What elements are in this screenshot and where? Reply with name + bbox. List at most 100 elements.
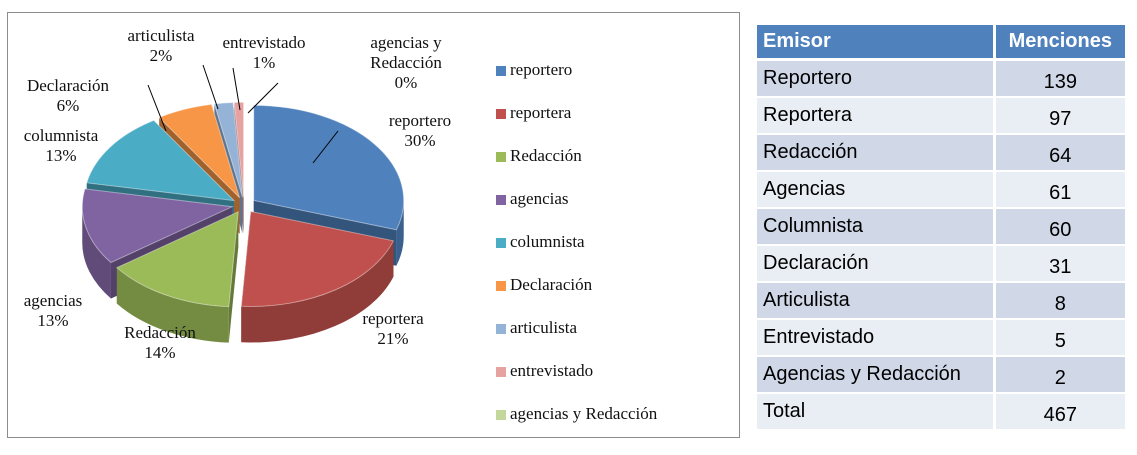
data-label-value: 13% (45, 146, 77, 165)
slice-wall-shade (228, 211, 239, 343)
data-label-name: Redacción (124, 323, 196, 342)
slice (115, 211, 239, 308)
table-cell: Redacción (757, 135, 993, 172)
legend-label: Redacción (510, 146, 582, 165)
legend-label: articulista (510, 318, 577, 337)
data-label: entrevistado 1% (194, 33, 334, 73)
chart: reportero reportera Redacción agencias colum… (7, 12, 740, 438)
data-label-name: entrevistado (222, 33, 306, 52)
data-label-value: 6% (56, 96, 80, 115)
table-cell: 5 (995, 320, 1125, 357)
slice-side (396, 200, 404, 266)
slice (81, 188, 235, 264)
table-cell: 64 (995, 135, 1125, 172)
slice-wall (228, 211, 239, 343)
legend-label: Declaración (510, 275, 593, 294)
table-row: Agencias 61 (757, 172, 1125, 209)
data-label: reportero 30% (350, 111, 490, 151)
data-label: articulista 2% (91, 26, 231, 66)
table-container: Emisor Menciones Reportero 139 Reportera 97 Re… (757, 25, 1131, 455)
legend-swatch (496, 195, 506, 205)
leader-line (202, 64, 219, 110)
legend-label: columnista (510, 232, 585, 251)
table-cell: 2 (995, 357, 1125, 394)
table-header-row: Emisor Menciones (757, 25, 1125, 61)
table-row: Columnista 60 (757, 209, 1125, 246)
legend-swatch (496, 152, 506, 162)
legend-swatch (496, 410, 506, 420)
data-label-value: 2% (149, 46, 173, 65)
legend-label: agencias y Redacción (510, 404, 658, 423)
legend-swatch (496, 324, 506, 334)
data-label-name: reportera (362, 309, 424, 328)
data-label-name: agencias (23, 291, 83, 310)
table-cell: 8 (995, 283, 1125, 320)
data-label: agencias y Redacción 0% (356, 33, 456, 93)
data-label-value: 13% (37, 311, 69, 330)
data-label-value: 21% (377, 329, 409, 348)
legend-swatch (496, 109, 506, 119)
slice-side-shade (82, 206, 111, 299)
slice-side (82, 206, 111, 299)
legend-swatch (496, 367, 506, 377)
table-row: Reportero 139 (757, 61, 1125, 98)
leader-line (147, 84, 167, 132)
table-cell: Agencias y Redacción (757, 357, 993, 394)
data-label-name: agencias y Redacción (370, 33, 442, 72)
pie-chart: reportero reportera Redacción agencias colum… (81, 60, 658, 423)
legend-label: reportera (510, 103, 572, 122)
data-label: columnista 13% (0, 126, 131, 166)
slice (240, 210, 395, 307)
legend-label: agencias (510, 189, 569, 208)
legend-swatch (496, 281, 506, 291)
table-cell: Declaración (757, 246, 993, 283)
leader-line (232, 67, 241, 111)
data-label: reportera 21% (323, 309, 463, 349)
table-header-cell: Emisor (757, 25, 993, 61)
slice (86, 119, 236, 202)
data-label-value: 0% (394, 73, 418, 92)
slice-side (116, 267, 229, 343)
table-row: Reportera 97 (757, 98, 1125, 135)
leader-line (312, 130, 339, 164)
data-label-value: 1% (252, 53, 276, 72)
data-label-name: Declaración (26, 76, 110, 95)
data-label: Redacción 14% (90, 323, 230, 363)
table-row: Articulista 8 (757, 283, 1125, 320)
table-row: Total 467 (757, 394, 1125, 431)
table: Emisor Menciones Reportero 139 Reportera 97 Re… (757, 25, 1128, 431)
table-row: Agencias y Redacción 2 (757, 357, 1125, 394)
table-cell: 97 (995, 98, 1125, 135)
table-header-cell: Menciones (995, 25, 1125, 61)
table-cell: Reportera (757, 98, 993, 135)
data-label-name: articulista (127, 26, 195, 45)
slice (158, 103, 241, 199)
data-label: Declaración 6% (0, 76, 138, 116)
data-label-value: 30% (404, 131, 436, 150)
table-cell: Agencias (757, 172, 993, 209)
legend-label: reportero (510, 60, 572, 79)
table-cell: Entrevistado (757, 320, 993, 357)
data-label-name: reportero (388, 111, 452, 130)
legend-swatch (496, 66, 506, 76)
table-row: Declaración 31 (757, 246, 1125, 283)
data-label-name: columnista (23, 126, 99, 145)
leader-line (247, 82, 279, 114)
table-cell: 467 (995, 394, 1125, 431)
table-cell: 139 (995, 61, 1125, 98)
slice-side-shade (116, 267, 229, 343)
slice (253, 104, 405, 231)
table-cell: 31 (995, 246, 1125, 283)
table-row: Redacción 64 (757, 135, 1125, 172)
legend-label: entrevistado (510, 361, 593, 380)
data-label-value: 14% (144, 343, 176, 362)
slice-side-shade (396, 200, 404, 266)
slice-side (241, 240, 394, 343)
legend-swatch (496, 238, 506, 248)
table-cell: Columnista (757, 209, 993, 246)
table-cell: Total (757, 394, 993, 431)
table-cell: 61 (995, 172, 1125, 209)
data-label: agencias 13% (0, 291, 123, 331)
slice (213, 101, 243, 198)
